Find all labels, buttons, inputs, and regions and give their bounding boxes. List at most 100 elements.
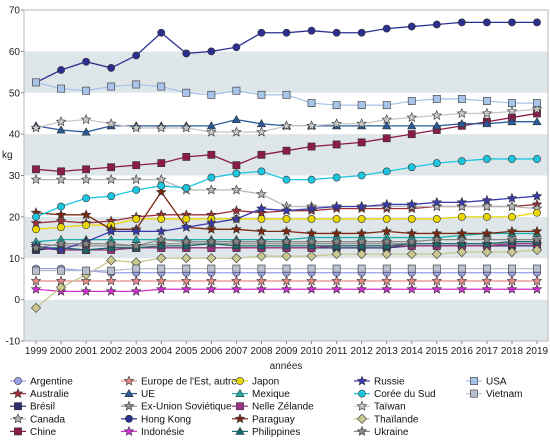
data-point	[207, 264, 216, 273]
data-point	[182, 184, 191, 192]
data-point	[157, 159, 166, 167]
legend-marker	[14, 402, 22, 411]
data-point	[456, 234, 468, 245]
legend-label: Nelle Zélande	[252, 402, 314, 413]
data-point	[331, 283, 342, 294]
data-point	[331, 236, 342, 247]
x-tick-label: 2001	[75, 346, 98, 357]
data-point	[281, 120, 292, 131]
data-point	[130, 285, 142, 296]
data-point	[231, 275, 242, 286]
data-point	[256, 203, 267, 214]
legend-item: Brésil	[10, 402, 55, 413]
data-point	[207, 47, 216, 56]
data-point	[381, 225, 393, 236]
legend-item: Europe de l'Est, autres	[121, 375, 242, 388]
data-point	[282, 175, 291, 184]
data-point	[431, 200, 443, 212]
x-tick-label: 2007	[225, 346, 248, 357]
data-point	[257, 150, 266, 159]
data-point	[180, 221, 192, 232]
data-point	[281, 283, 292, 294]
x-tick-label: 2015	[426, 346, 449, 357]
data-point	[55, 244, 67, 255]
legend-label: Thaïlande	[374, 414, 419, 425]
legend-label: UE	[141, 389, 155, 400]
legend-item: Japon	[232, 377, 279, 388]
data-point	[82, 165, 90, 174]
data-point	[232, 86, 241, 95]
data-point	[155, 234, 167, 245]
y-tick-label: 30	[9, 171, 21, 182]
legend-marker	[236, 377, 244, 385]
data-point	[306, 203, 317, 214]
data-point	[332, 264, 341, 273]
legend-label: Europe de l'Est, autres	[141, 377, 242, 388]
data-point	[231, 114, 242, 124]
data-point	[281, 251, 292, 262]
data-point	[157, 181, 166, 190]
data-point	[282, 146, 291, 155]
data-point	[508, 99, 516, 107]
data-point	[432, 95, 441, 103]
data-point	[407, 22, 416, 31]
data-point	[506, 105, 518, 116]
data-point	[206, 275, 217, 286]
series-ta-wan	[30, 103, 543, 137]
legend-marker	[235, 388, 245, 397]
data-point	[232, 169, 241, 178]
data-point	[406, 198, 418, 209]
data-point	[32, 225, 40, 234]
x-tick-label: 2011	[326, 346, 348, 357]
data-point	[506, 225, 518, 236]
data-point	[481, 247, 492, 258]
data-point	[457, 119, 467, 128]
data-point	[132, 186, 141, 194]
data-point	[482, 18, 491, 27]
legend-marker	[470, 377, 478, 385]
series-paraguay	[30, 186, 543, 238]
data-point	[257, 90, 266, 99]
data-point	[382, 121, 392, 130]
data-point	[206, 184, 217, 195]
data-point	[206, 126, 217, 137]
data-point	[306, 120, 317, 131]
series-vietnam	[32, 264, 541, 275]
legend-marker	[12, 413, 24, 424]
data-point	[107, 64, 116, 72]
legend-item: UE	[121, 388, 155, 400]
data-point	[406, 111, 418, 123]
x-tick-label: 2012	[351, 346, 374, 357]
data-point	[356, 236, 367, 247]
data-point	[307, 99, 316, 107]
data-point	[105, 275, 117, 286]
data-point	[531, 225, 543, 236]
data-point	[281, 275, 292, 286]
data-point	[431, 283, 443, 294]
data-point	[80, 275, 92, 286]
data-point	[531, 275, 543, 286]
data-point	[481, 283, 493, 294]
data-point	[506, 200, 518, 212]
data-point	[531, 244, 543, 255]
data-point	[157, 28, 166, 37]
data-point	[431, 109, 443, 121]
data-point	[431, 196, 443, 207]
data-point	[357, 215, 366, 223]
legend-label: Argentine	[30, 377, 73, 388]
data-point	[531, 103, 543, 114]
legend-item: Australie	[10, 388, 69, 400]
data-point	[256, 207, 267, 218]
data-point	[506, 192, 518, 203]
data-point	[257, 264, 266, 273]
data-point	[206, 223, 217, 234]
data-point	[55, 116, 67, 127]
data-point	[82, 266, 90, 275]
data-point	[481, 107, 493, 118]
data-point	[406, 283, 418, 294]
y-tick-label: 70	[9, 6, 21, 17]
data-point	[456, 275, 468, 286]
legend-marker	[12, 388, 24, 399]
data-point	[506, 234, 518, 245]
